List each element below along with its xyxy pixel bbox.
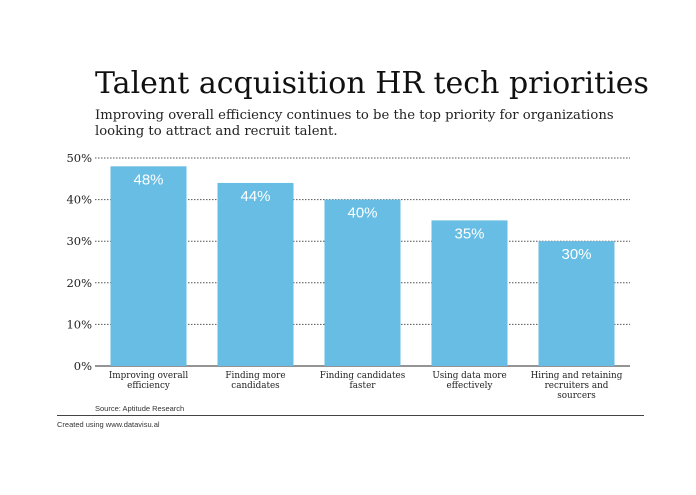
y-axis: 0% 10% 20% 30% 40% 50% [66, 151, 92, 373]
x-tick-label-line: candidates [231, 381, 280, 391]
credit-note: Created using www.datavisu.al [57, 420, 160, 429]
x-tick-label: Hiring and retaining recruiters and source… [531, 371, 623, 400]
footer-divider [57, 415, 644, 416]
y-tick-label: 30% [66, 234, 92, 248]
bar [431, 220, 508, 366]
bar-value-label: 44% [240, 188, 270, 205]
x-tick-label-line: efficiency [127, 381, 170, 391]
x-tick-label: Finding more candidates [225, 371, 285, 391]
y-tick-label: 0% [74, 359, 92, 373]
x-tick-label-line: Finding candidates [320, 371, 406, 381]
bar [110, 166, 187, 366]
x-tick-label-line: sourcers [557, 391, 596, 400]
x-tick-label-line: Finding more [225, 371, 285, 381]
x-tick-label: Using data more effectively [432, 371, 506, 391]
bars: 48% 44% 40% 35% 30% [110, 166, 615, 366]
y-tick-label: 50% [66, 151, 92, 165]
x-axis-labels: Improving overall efficiency Finding more c… [109, 371, 623, 400]
x-tick-label-line: recruiters and [545, 381, 609, 391]
x-tick-label-line: Hiring and retaining [531, 371, 623, 381]
bar-value-label: 40% [347, 205, 377, 222]
source-note: Source: Aptitude Research [95, 404, 185, 413]
bar-value-label: 30% [561, 246, 591, 263]
x-tick-label: Finding candidates faster [320, 371, 406, 391]
bar [538, 241, 615, 366]
bar-value-label: 35% [454, 225, 484, 242]
x-tick-label: Improving overall efficiency [109, 371, 189, 391]
bar [217, 182, 294, 366]
y-tick-label: 10% [66, 317, 92, 331]
x-tick-label-line: Using data more [432, 371, 506, 381]
bar [324, 199, 401, 366]
x-tick-label-line: faster [350, 381, 377, 391]
bar-chart: 0% 10% 20% 30% 40% 50% 48% 44% 40% 35% 30% Improv… [66, 151, 630, 400]
y-tick-label: 40% [66, 193, 92, 207]
x-tick-label-line: Improving overall [109, 371, 189, 381]
y-tick-label: 20% [66, 276, 92, 290]
bar-value-label: 48% [133, 171, 163, 188]
chart-title: Talent acquisition HR tech priorities [95, 66, 649, 101]
x-tick-label-line: effectively [447, 381, 493, 391]
chart-subtitle: Improving overall efficiency continues t… [95, 108, 614, 139]
